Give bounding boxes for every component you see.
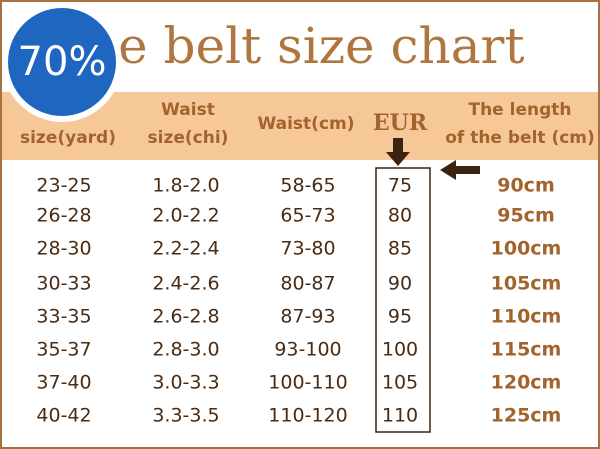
badge-circle bbox=[8, 8, 116, 116]
cell-text: 80-87 bbox=[280, 273, 335, 295]
header-text: EUR bbox=[373, 110, 428, 136]
header-text: Waist bbox=[161, 100, 215, 120]
cell-text: 95 bbox=[388, 306, 412, 328]
cell-text: 1.8-2.0 bbox=[152, 175, 219, 197]
cell-text: 110-120 bbox=[268, 405, 347, 427]
cell-text: 90cm bbox=[497, 175, 555, 197]
cell-text: 110 bbox=[382, 405, 418, 427]
down-arrow bbox=[386, 138, 410, 166]
cell-text: 110cm bbox=[491, 306, 562, 328]
header-text: The length bbox=[468, 100, 571, 120]
header-text: size(yard) bbox=[20, 128, 116, 148]
badge-text: 70% bbox=[18, 39, 107, 85]
cell-text: 2.6-2.8 bbox=[152, 306, 219, 328]
header-text: of the belt (cm) bbox=[445, 128, 595, 148]
cell-text: 2.8-3.0 bbox=[152, 339, 219, 361]
cell-text: 90 bbox=[388, 273, 412, 295]
cell-text: 105cm bbox=[491, 273, 562, 295]
cell-text: 100 bbox=[382, 339, 418, 361]
cell-text: 75 bbox=[388, 175, 412, 197]
cell-text: 105 bbox=[382, 372, 418, 394]
header-text: Waist(cm) bbox=[257, 114, 354, 134]
cell-text: 3.0-3.3 bbox=[152, 372, 219, 394]
cell-text: 40-42 bbox=[36, 405, 91, 427]
cell-text: 37-40 bbox=[36, 372, 91, 394]
cell-text: 100cm bbox=[491, 238, 562, 260]
eur-box bbox=[375, 167, 431, 433]
left-arrow bbox=[440, 160, 480, 180]
cell-text: 30-33 bbox=[36, 273, 91, 295]
cell-text: 33-35 bbox=[36, 306, 91, 328]
title: e belt size chart bbox=[118, 17, 525, 75]
cell-text: 80 bbox=[388, 205, 412, 227]
cell-text: 28-30 bbox=[36, 238, 91, 260]
cell-text: 85 bbox=[388, 238, 412, 260]
cell-text: 87-93 bbox=[280, 306, 335, 328]
cell-text: 93-100 bbox=[274, 339, 341, 361]
cell-text: 115cm bbox=[491, 339, 562, 361]
cell-text: 100-110 bbox=[268, 372, 347, 394]
cell-text: 35-37 bbox=[36, 339, 91, 361]
cell-text: 23-25 bbox=[36, 175, 91, 197]
cell-text: 2.0-2.2 bbox=[152, 205, 219, 227]
cell-text: 120cm bbox=[491, 372, 562, 394]
cell-text: 125cm bbox=[491, 405, 562, 427]
header-text: size(chi) bbox=[148, 128, 229, 148]
cell-text: 3.3-3.5 bbox=[152, 405, 219, 427]
cell-text: 73-80 bbox=[280, 238, 335, 260]
cell-text: 58-65 bbox=[280, 175, 335, 197]
cell-text: 26-28 bbox=[36, 205, 91, 227]
badge: 70% bbox=[2, 2, 122, 122]
cell-text: 65-73 bbox=[280, 205, 335, 227]
cell-text: 2.4-2.6 bbox=[152, 273, 219, 295]
cell-text: 2.2-2.4 bbox=[152, 238, 219, 260]
cell-text: 95cm bbox=[497, 205, 555, 227]
